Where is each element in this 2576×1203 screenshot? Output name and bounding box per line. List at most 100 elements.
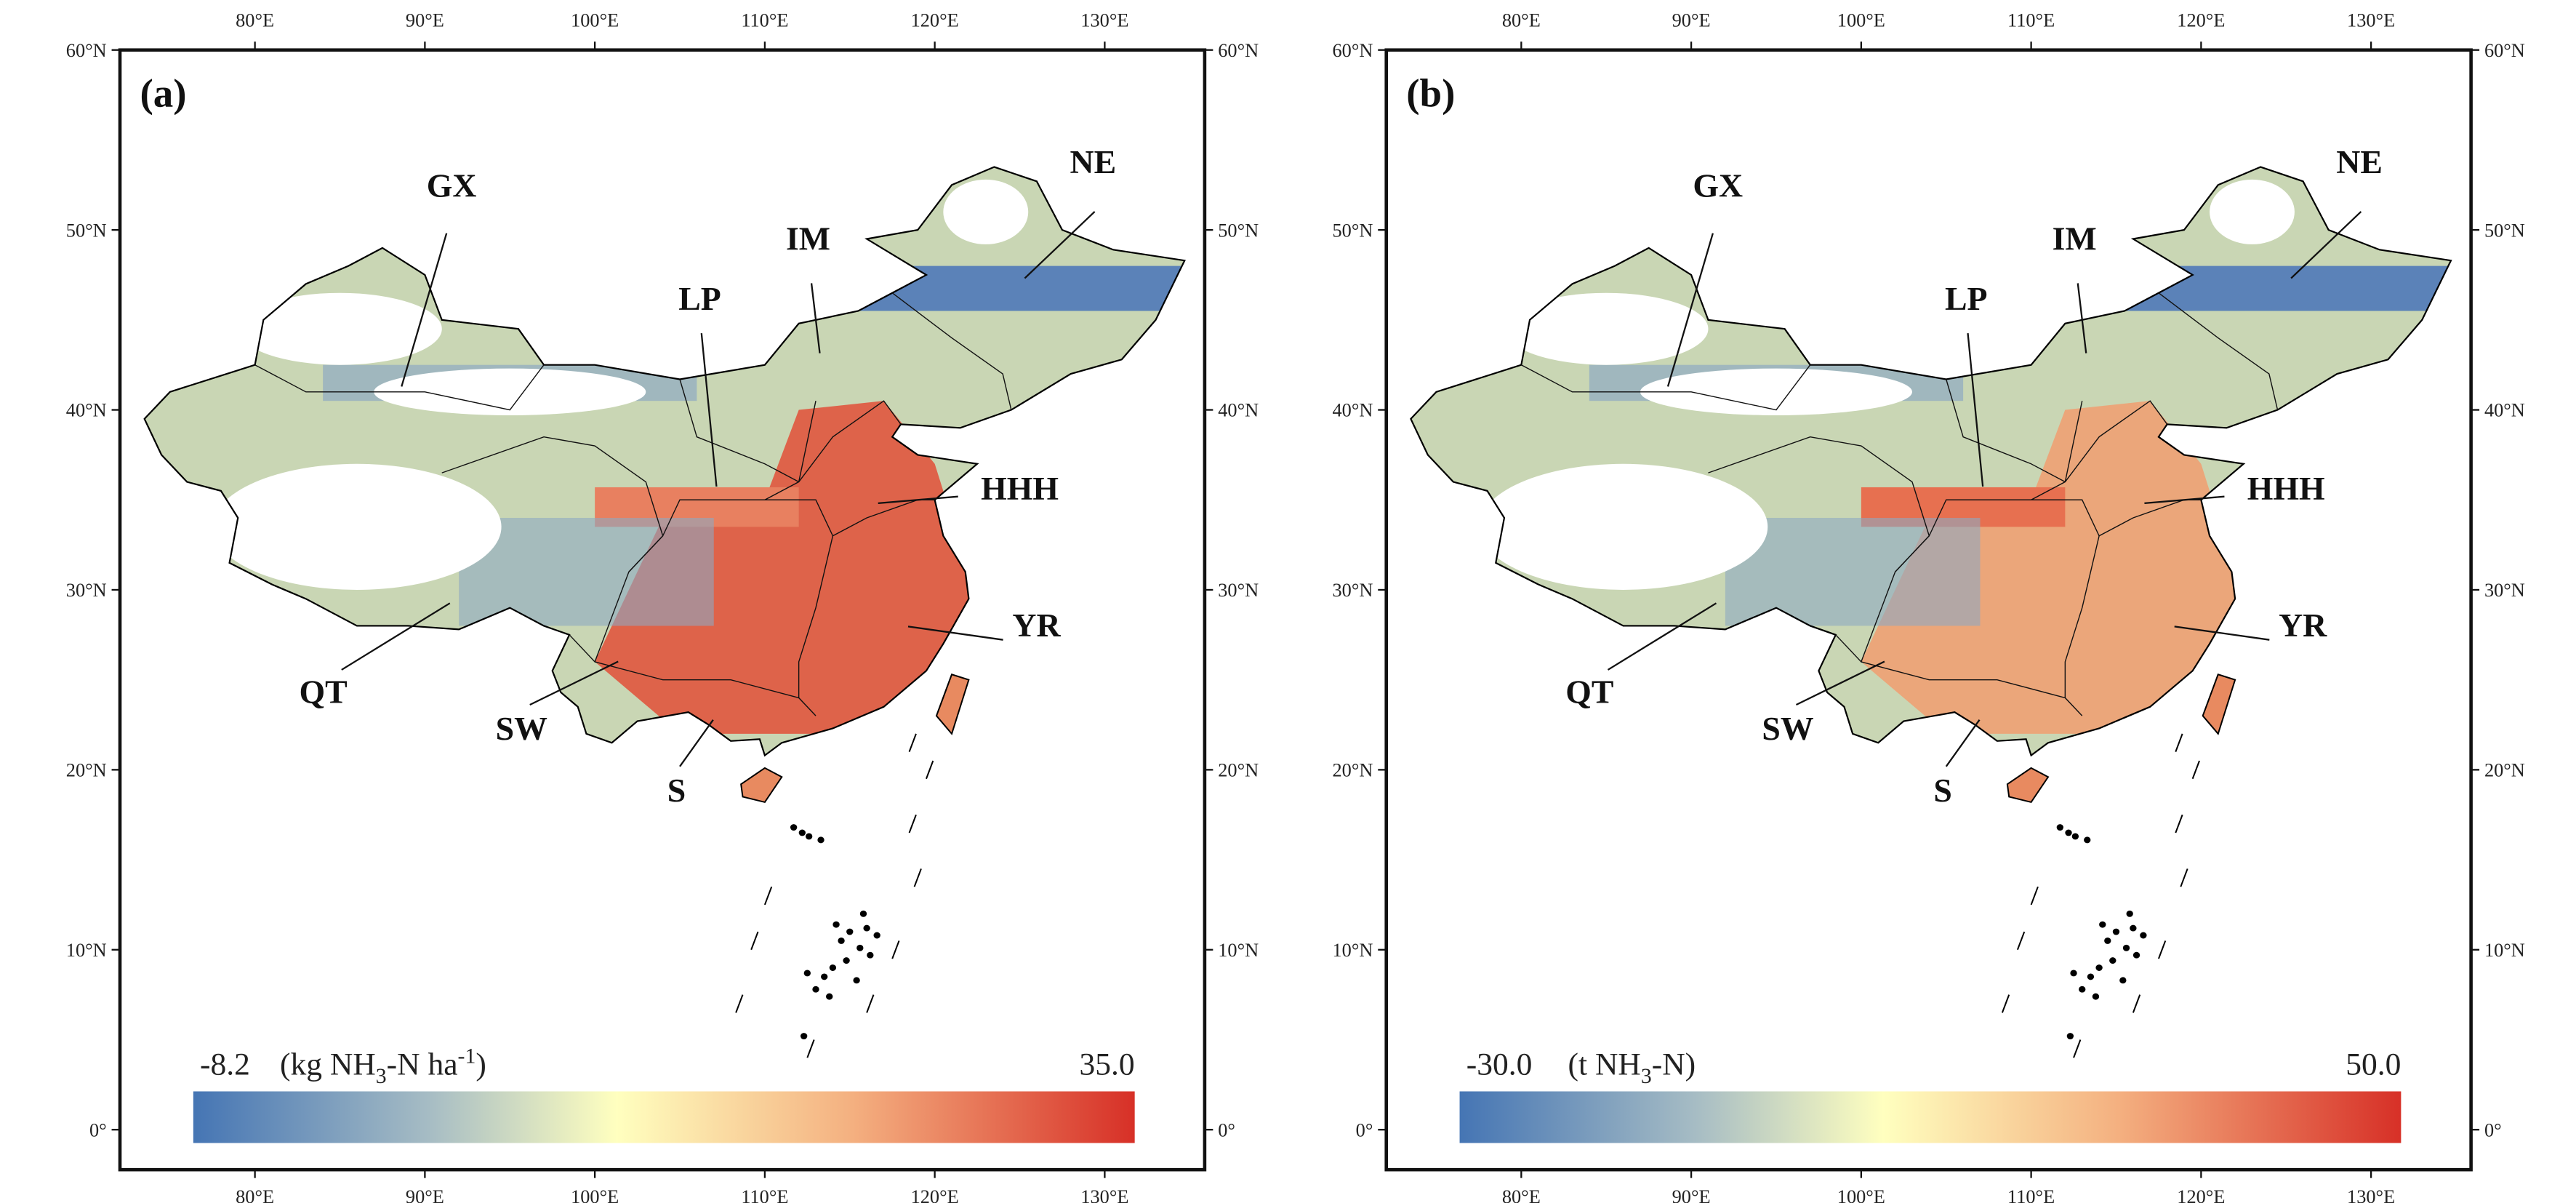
- boundary-dash: [2175, 734, 2182, 752]
- panel: 80°E 80°E 90°E 90°E 100°E 100°E 110°E 110°E 120°…: [66, 10, 1259, 1203]
- region-label: GX: [427, 167, 477, 204]
- lon-label: 80°E: [1502, 10, 1541, 31]
- lat-label: 30°N: [2484, 580, 2525, 601]
- unit-part: 3: [1641, 1064, 1652, 1088]
- island: [2071, 833, 2079, 840]
- island: [838, 937, 845, 944]
- island: [817, 836, 824, 844]
- boundary-dash: [2074, 1039, 2080, 1058]
- lat-label: 10°N: [66, 940, 107, 961]
- lon-label: 90°E: [1672, 10, 1711, 31]
- leader-line: [810, 283, 821, 353]
- leader-line: [700, 333, 718, 487]
- island: [2119, 977, 2127, 984]
- lon-label: 100°E: [571, 10, 619, 31]
- boundary-dash: [2193, 761, 2199, 779]
- region-boundary: [799, 401, 901, 481]
- panel-label: (a): [140, 71, 187, 116]
- lon-label: 120°E: [911, 10, 959, 31]
- lon-label: 90°E: [1672, 1186, 1711, 1203]
- island: [2070, 970, 2077, 977]
- boundary-dash: [765, 887, 771, 905]
- island: [803, 970, 811, 977]
- island: [2066, 1033, 2074, 1040]
- boundary-dash: [2002, 995, 2009, 1013]
- lon-label: 110°E: [741, 10, 788, 31]
- lon-label: 130°E: [2347, 10, 2395, 31]
- boundary-dash: [926, 761, 933, 779]
- lon-label: 120°E: [2177, 10, 2225, 31]
- island: [2095, 964, 2103, 971]
- region-boundary: [2065, 536, 2099, 716]
- island: [853, 977, 860, 984]
- colorbar-unit: (t NH3-N): [1568, 1047, 1696, 1088]
- island: [2092, 993, 2100, 1000]
- blue-band: [459, 517, 714, 626]
- unit-part: -N): [1652, 1047, 1696, 1082]
- region-boundary: [2159, 293, 2278, 410]
- blue-band: [1725, 517, 1981, 626]
- lat-label: 60°N: [66, 40, 107, 61]
- boundary-dash: [2031, 887, 2038, 905]
- lat-label: 0°: [89, 1119, 107, 1140]
- region-label: QT: [1565, 674, 1613, 711]
- lat-label: 50°N: [1218, 220, 1259, 241]
- leader-line: [1967, 333, 1984, 487]
- region-label: QT: [299, 674, 347, 711]
- panel-label: (b): [1406, 71, 1455, 116]
- leader-line: [1795, 660, 1885, 706]
- region-label: HHH: [2247, 470, 2325, 507]
- lat-label: 50°N: [66, 220, 107, 241]
- lat-label: 60°N: [2484, 40, 2525, 61]
- boundary-dash: [2175, 815, 2182, 833]
- region-label: IM: [786, 220, 830, 257]
- bare-area: [238, 292, 442, 365]
- boundary-dash: [2018, 932, 2024, 950]
- bare-area: [943, 179, 1029, 244]
- unit-part: ): [476, 1047, 486, 1082]
- island: [2126, 910, 2133, 917]
- region-boundary: [892, 293, 1011, 410]
- colorbar: [193, 1091, 1135, 1143]
- island: [2065, 829, 2072, 836]
- unit-part: (t NH: [1568, 1047, 1641, 1082]
- leader-line: [1945, 719, 1981, 767]
- lat-label: 40°N: [66, 400, 107, 421]
- lat-label: 20°N: [2484, 760, 2525, 781]
- lon-label: 100°E: [571, 1186, 619, 1203]
- bare-area: [1478, 463, 1768, 590]
- lon-label: 130°E: [1080, 1186, 1128, 1203]
- island: [2132, 951, 2140, 959]
- lat-label: 30°N: [1218, 580, 1259, 601]
- lat-label: 10°N: [1218, 940, 1259, 961]
- island: [826, 993, 833, 1000]
- island: [832, 921, 840, 928]
- region-label: GX: [1693, 167, 1743, 204]
- lon-label: 90°E: [406, 1186, 444, 1203]
- region-boundary: [1708, 437, 1929, 662]
- region-label: S: [1933, 772, 1951, 809]
- island: [2109, 957, 2116, 964]
- island: [2079, 986, 2086, 993]
- boundary-dash: [915, 868, 921, 887]
- lat-label: 20°N: [66, 760, 107, 781]
- leader-line: [907, 626, 1003, 641]
- region-label: LP: [1945, 280, 1988, 317]
- lat-label: 20°N: [1218, 760, 1259, 781]
- lat-label: 60°N: [1218, 40, 1259, 61]
- lon-label: 110°E: [741, 1186, 788, 1203]
- bare-area: [1640, 368, 1912, 415]
- region-boundary: [629, 401, 816, 572]
- lon-label: 130°E: [2347, 1186, 2395, 1203]
- region-label: NE: [1070, 143, 1117, 180]
- lat-label: 10°N: [1332, 940, 1373, 961]
- island: [2203, 674, 2235, 734]
- lat-label: 30°N: [66, 580, 107, 601]
- colorbar: [1459, 1091, 2402, 1143]
- island: [2130, 924, 2137, 932]
- region-boundary: [1946, 379, 2066, 481]
- leader-line: [1607, 602, 1717, 671]
- island: [936, 674, 968, 734]
- bare-area: [1504, 292, 1709, 365]
